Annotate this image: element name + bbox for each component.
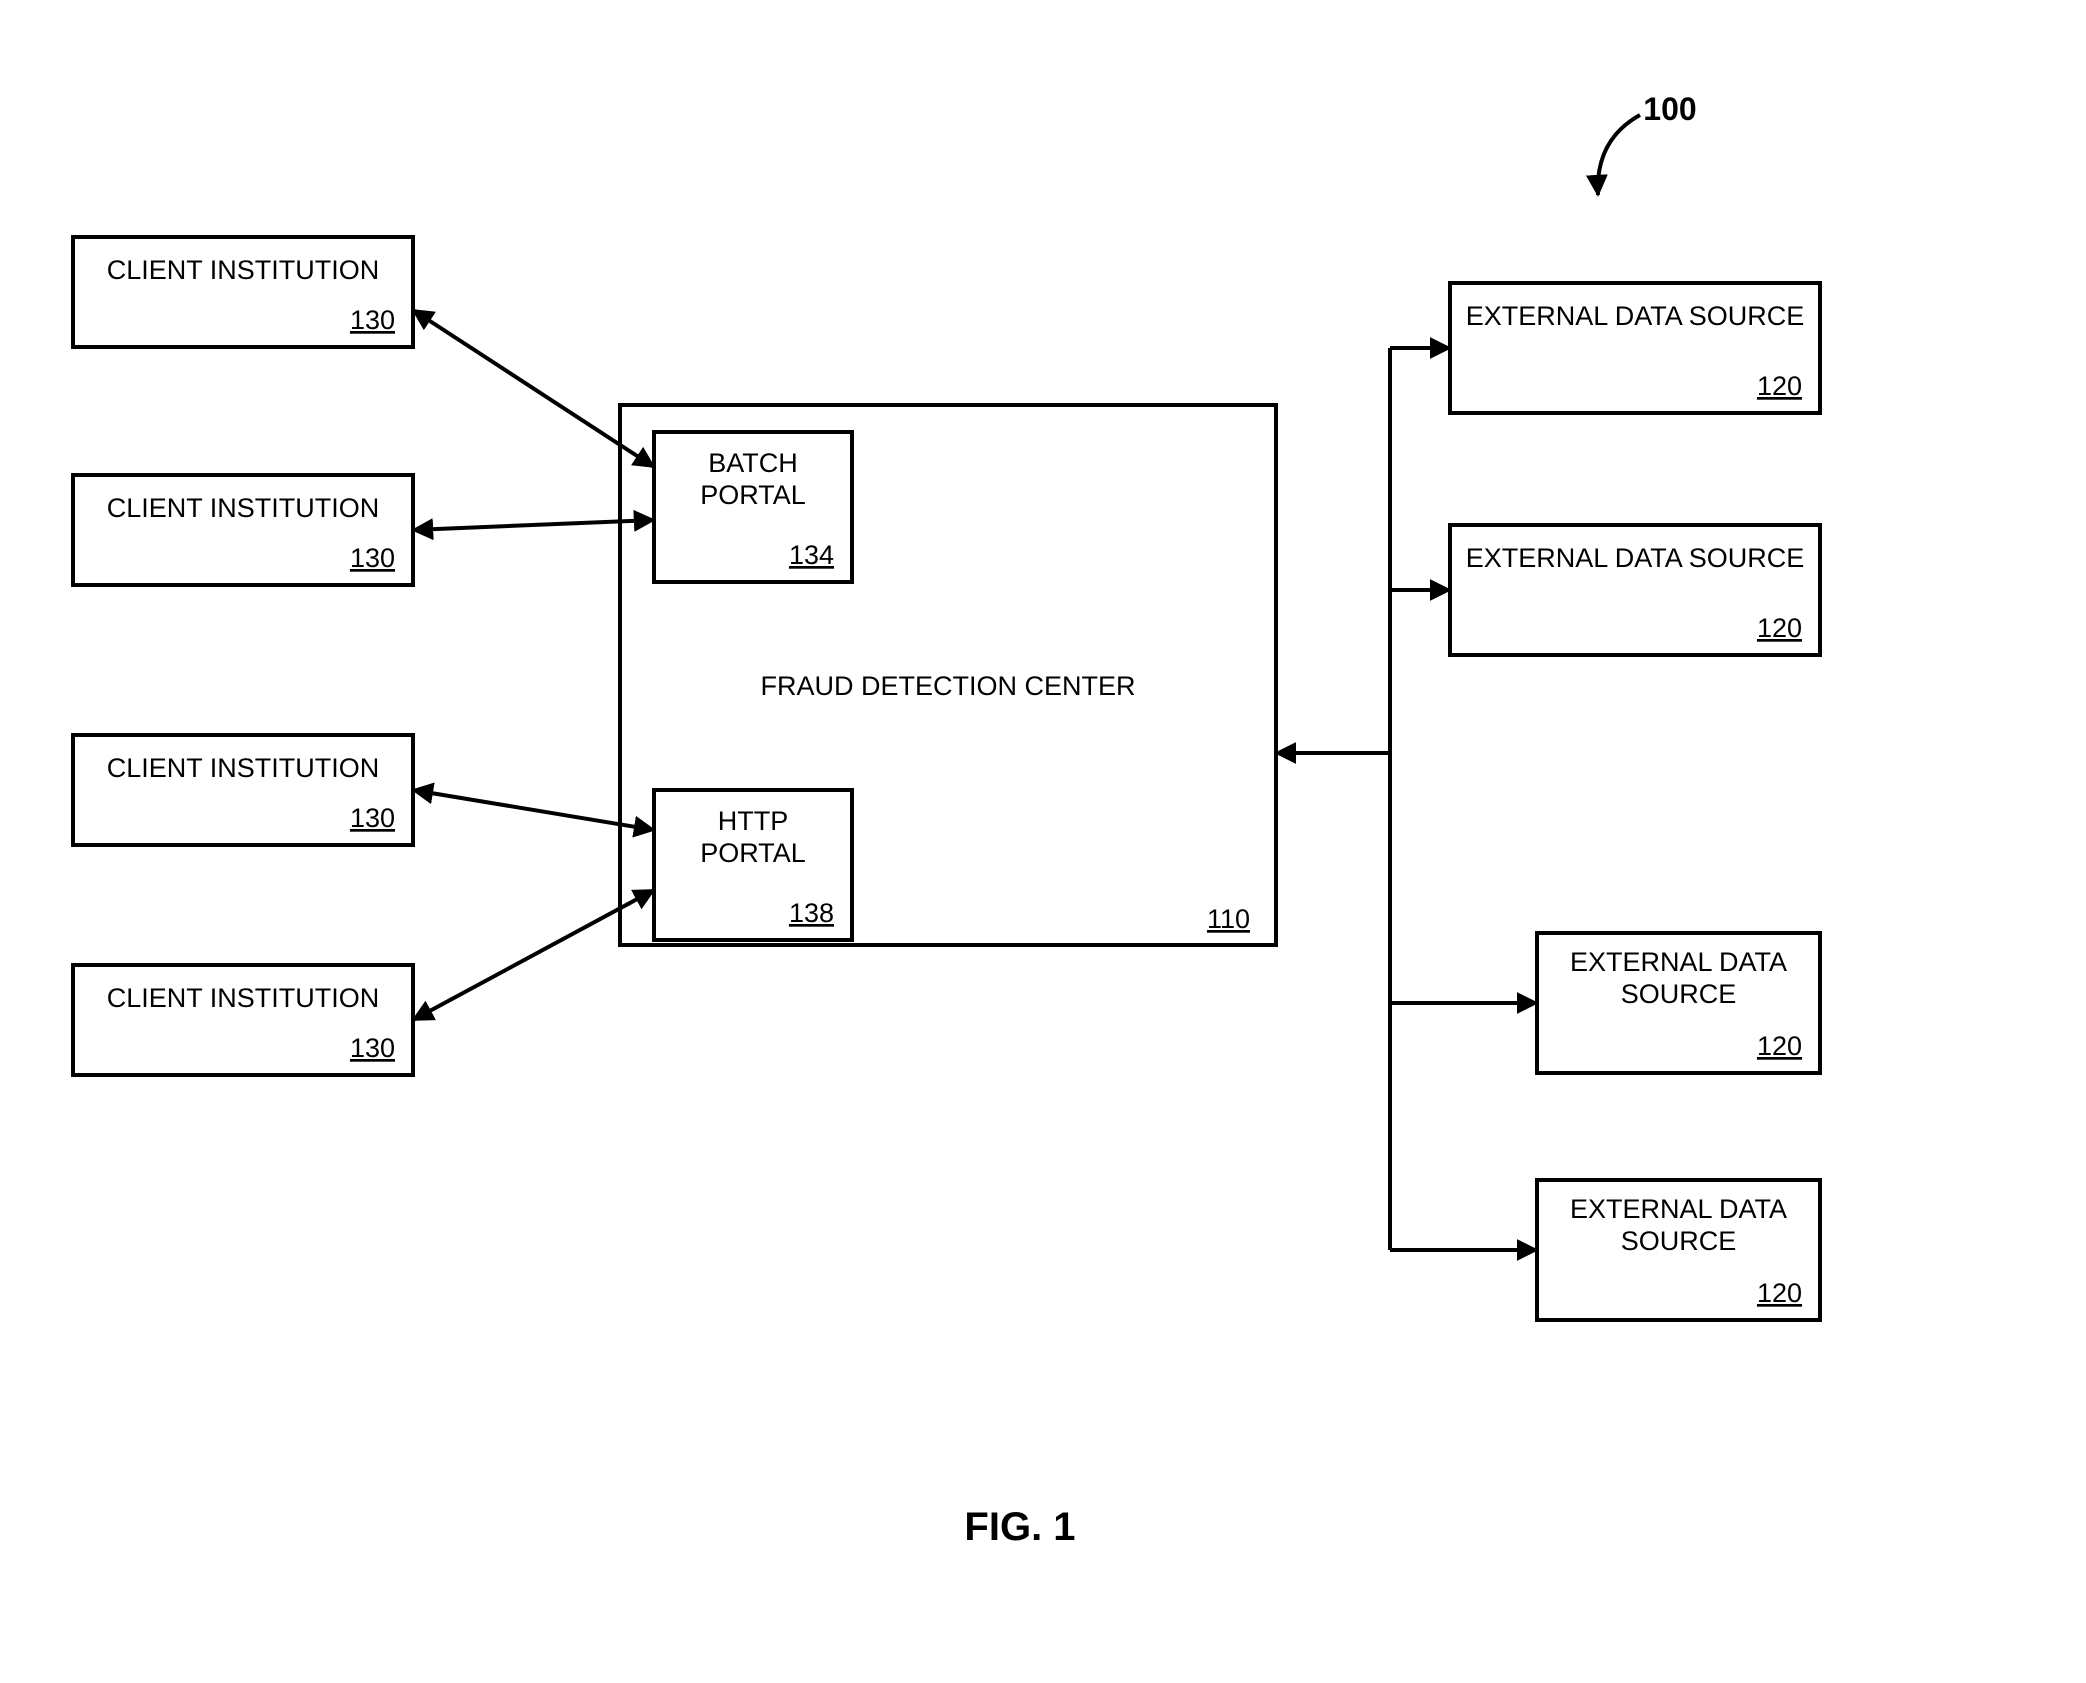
svg-text:CLIENT INSTITUTION: CLIENT INSTITUTION — [107, 753, 380, 783]
svg-text:EXTERNAL DATA SOURCE: EXTERNAL DATA SOURCE — [1466, 543, 1805, 573]
svg-text:CLIENT INSTITUTION: CLIENT INSTITUTION — [107, 493, 380, 523]
svg-text:CLIENT INSTITUTION: CLIENT INSTITUTION — [107, 983, 380, 1013]
external-data-source-3: EXTERNAL DATASOURCE 120 — [1537, 1180, 1820, 1320]
client-institution-3: CLIENT INSTITUTION 130 — [73, 965, 413, 1075]
client-institution-0: CLIENT INSTITUTION 130 — [73, 237, 413, 347]
svg-text:BATCH: BATCH — [708, 448, 798, 478]
svg-text:130: 130 — [350, 543, 395, 573]
external-bus — [1276, 348, 1537, 1250]
svg-text:120: 120 — [1757, 613, 1802, 643]
external-data-source-0: EXTERNAL DATA SOURCE 120 — [1450, 283, 1820, 413]
client-institution-2: CLIENT INSTITUTION 130 — [73, 735, 413, 845]
svg-text:110: 110 — [1207, 904, 1250, 934]
batch-portal: BATCHPORTAL 134 — [654, 432, 852, 582]
svg-text:120: 120 — [1757, 1278, 1802, 1308]
svg-text:120: 120 — [1757, 371, 1802, 401]
figure-1-diagram: 100FRAUD DETECTION CENTER110BATCHPORTAL1… — [0, 0, 2086, 1683]
svg-text:EXTERNAL DATA SOURCE: EXTERNAL DATA SOURCE — [1466, 301, 1805, 331]
fraud-detection-center: FRAUD DETECTION CENTER110BATCHPORTAL134H… — [620, 405, 1276, 945]
svg-text:134: 134 — [789, 540, 834, 570]
client-portal-connectors — [413, 310, 654, 1020]
svg-text:CLIENT INSTITUTION: CLIENT INSTITUTION — [107, 255, 380, 285]
svg-text:PORTAL: PORTAL — [700, 838, 806, 868]
figure-caption: FIG. 1 — [964, 1505, 1075, 1549]
client-institution-1: CLIENT INSTITUTION 130 — [73, 475, 413, 585]
svg-text:FRAUD DETECTION CENTER: FRAUD DETECTION CENTER — [760, 671, 1135, 701]
external-data-source-2: EXTERNAL DATASOURCE 120 — [1537, 933, 1820, 1073]
svg-text:SOURCE: SOURCE — [1621, 1226, 1737, 1256]
svg-text:100: 100 — [1643, 91, 1696, 127]
svg-text:PORTAL: PORTAL — [700, 480, 806, 510]
svg-text:138: 138 — [789, 898, 834, 928]
svg-text:120: 120 — [1757, 1031, 1802, 1061]
svg-text:EXTERNAL DATA: EXTERNAL DATA — [1570, 947, 1787, 977]
http-portal: HTTPPORTAL 138 — [654, 790, 852, 940]
svg-text:EXTERNAL DATA: EXTERNAL DATA — [1570, 1194, 1787, 1224]
external-data-source-1: EXTERNAL DATA SOURCE 120 — [1450, 525, 1820, 655]
svg-text:130: 130 — [350, 1033, 395, 1063]
svg-text:HTTP: HTTP — [718, 806, 789, 836]
svg-text:130: 130 — [350, 305, 395, 335]
figure-reference-100: 100 — [1598, 91, 1697, 195]
svg-text:130: 130 — [350, 803, 395, 833]
svg-text:SOURCE: SOURCE — [1621, 979, 1737, 1009]
